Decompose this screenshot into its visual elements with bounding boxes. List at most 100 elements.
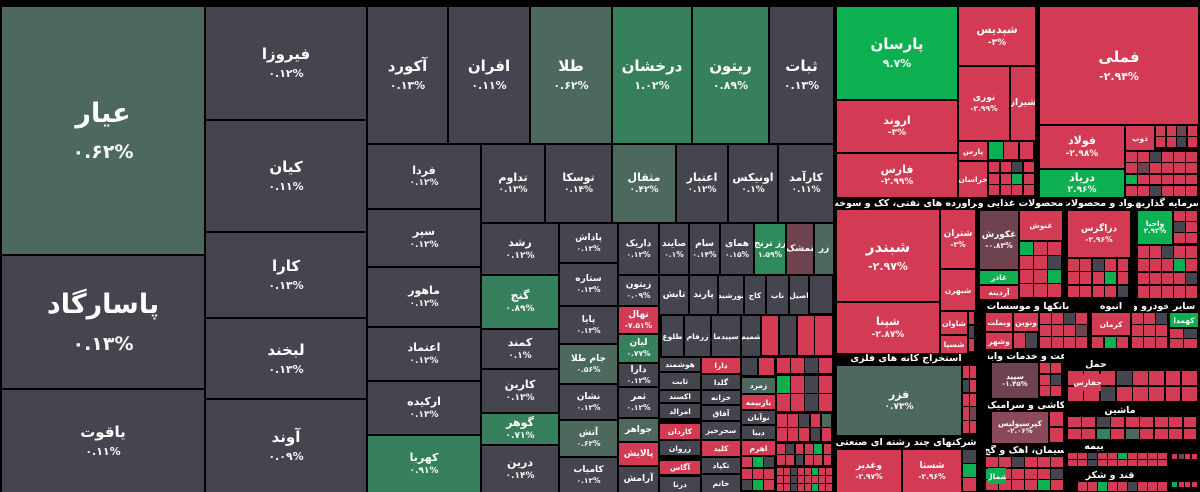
treemap-tile-small[interactable]	[1186, 272, 1197, 285]
treemap-tile-small[interactable]	[1118, 453, 1127, 459]
treemap-tile-small[interactable]	[1034, 270, 1047, 283]
treemap-tile-small[interactable]	[1038, 457, 1050, 468]
treemap-tile-small[interactable]	[1148, 453, 1157, 459]
treemap-tile[interactable]: دریاد ۲.۹۶%	[1040, 170, 1124, 197]
treemap-tile-small[interactable]	[1138, 246, 1149, 258]
treemap-tile-small[interactable]	[823, 444, 832, 454]
treemap-tile-small[interactable]	[777, 414, 787, 427]
treemap-tile-small[interactable]	[797, 316, 814, 355]
treemap-tile-small[interactable]	[791, 476, 797, 483]
treemap-tile-small[interactable]	[1117, 272, 1129, 285]
treemap-tile[interactable]: ونوین	[1014, 313, 1038, 331]
treemap-tile-small[interactable]	[1166, 137, 1176, 147]
treemap-tile-small[interactable]	[805, 468, 811, 475]
treemap-tile-small[interactable]	[758, 358, 774, 375]
treemap-tile[interactable]: شسپا	[941, 336, 967, 353]
treemap-tile[interactable]: فملی -۲.۹۴%	[1040, 7, 1198, 124]
treemap-tile-small[interactable]	[1080, 285, 1092, 298]
treemap-tile-small[interactable]	[1158, 453, 1167, 459]
treemap-tile-small[interactable]	[1149, 386, 1164, 401]
treemap-tile[interactable]: دیبا	[742, 426, 775, 439]
treemap-tile-small[interactable]	[742, 480, 752, 491]
treemap-tile-small[interactable]	[1140, 428, 1154, 439]
treemap-tile-small[interactable]	[1132, 313, 1143, 324]
treemap-tile-small[interactable]	[1025, 468, 1037, 479]
treemap-tile-small[interactable]	[1023, 162, 1034, 173]
treemap-tile-small[interactable]	[1138, 152, 1149, 162]
treemap-tile-small[interactable]	[1162, 246, 1173, 258]
treemap-tile-small[interactable]	[1034, 242, 1047, 255]
treemap-tile-small[interactable]	[1178, 454, 1184, 459]
treemap-tile-small[interactable]	[819, 358, 832, 373]
treemap-tile-small[interactable]	[1050, 412, 1063, 426]
treemap-tile[interactable]: سپیدما	[712, 316, 740, 356]
treemap-tile-small[interactable]	[970, 407, 976, 420]
treemap-tile-small[interactable]	[1181, 371, 1197, 385]
treemap-tile-small[interactable]	[1156, 313, 1167, 324]
treemap-tile-small[interactable]	[1133, 371, 1148, 385]
treemap-tile-small[interactable]	[795, 455, 804, 465]
treemap-tile-small[interactable]	[1064, 313, 1075, 324]
treemap-tile-small[interactable]	[1126, 174, 1137, 185]
treemap-tile-small[interactable]	[1165, 386, 1181, 401]
treemap-tile-small[interactable]	[1000, 162, 1011, 173]
treemap-tile-small[interactable]	[1174, 152, 1185, 162]
treemap-tile[interactable]: غنوش	[1020, 211, 1062, 240]
treemap-tile-small[interactable]	[1048, 284, 1061, 297]
treemap-tile-small[interactable]	[777, 455, 785, 465]
treemap-tile-small[interactable]	[1138, 174, 1149, 185]
treemap-tile[interactable]: رشد ۰.۱۲%	[482, 224, 558, 274]
treemap-tile[interactable]: پایا ۰.۱۳%	[560, 307, 617, 343]
treemap-tile[interactable]: کلید	[702, 441, 740, 456]
treemap-tile-small[interactable]	[786, 455, 795, 465]
treemap-tile[interactable]: اونیکس ۰.۱%	[729, 145, 777, 222]
treemap-tile[interactable]: ناب	[767, 276, 788, 314]
treemap-tile-small[interactable]	[805, 376, 818, 393]
treemap-tile-small[interactable]	[1170, 329, 1183, 338]
treemap-tile[interactable]: نهال -۷.۵۱%	[619, 307, 658, 333]
treemap-tile-small[interactable]	[814, 455, 823, 465]
treemap-tile-small[interactable]	[1020, 284, 1033, 297]
treemap-tile-small[interactable]	[1138, 185, 1149, 196]
treemap-tile-small[interactable]	[819, 394, 832, 411]
treemap-tile-small[interactable]	[799, 414, 810, 427]
treemap-tile[interactable]: کهمدا	[1170, 313, 1198, 327]
treemap-tile[interactable]: وغدیر -۲.۹۷%	[837, 450, 901, 492]
treemap-tile[interactable]: طلا ۰.۶۲%	[531, 7, 611, 143]
treemap-tile[interactable]: رز ترنج ۱.۵۹%	[755, 224, 785, 274]
treemap-tile[interactable]: ثابت	[660, 373, 700, 389]
treemap-tile-small[interactable]	[969, 325, 974, 338]
treemap-tile-small[interactable]	[1111, 417, 1125, 427]
treemap-tile-small[interactable]	[1050, 427, 1063, 442]
treemap-tile-small[interactable]	[1117, 285, 1129, 298]
treemap-tile-small[interactable]	[1040, 363, 1050, 374]
treemap-tile[interactable]: زروان	[660, 441, 700, 455]
treemap-tile[interactable]: پارند	[690, 276, 717, 314]
treemap-tile-small[interactable]	[963, 379, 969, 393]
treemap-tile[interactable]: پارسان ۹.۷%	[837, 7, 957, 99]
treemap-tile-small[interactable]	[1174, 246, 1185, 258]
treemap-tile[interactable]: آتش ۰.۶۲%	[560, 421, 617, 456]
treemap-tile-small[interactable]	[1051, 457, 1063, 468]
treemap-tile-small[interactable]	[791, 358, 804, 373]
treemap-tile-small[interactable]	[1138, 482, 1147, 491]
treemap-tile-small[interactable]	[1187, 137, 1197, 147]
treemap-tile-small[interactable]	[1117, 259, 1129, 271]
treemap-tile-small[interactable]	[1100, 386, 1116, 401]
treemap-tile-small[interactable]	[742, 468, 752, 479]
treemap-tile-small[interactable]	[1156, 337, 1167, 348]
treemap-tile-small[interactable]	[819, 468, 825, 475]
treemap-tile-small[interactable]	[742, 457, 752, 468]
treemap-tile-small[interactable]	[970, 366, 976, 379]
treemap-tile-small[interactable]	[742, 358, 757, 375]
treemap-tile[interactable]: زمرد	[742, 378, 775, 393]
treemap-tile-small[interactable]	[1116, 371, 1132, 385]
treemap-tile[interactable]: لبخند ۰.۱۳%	[206, 319, 366, 398]
treemap-tile-small[interactable]	[1186, 163, 1197, 173]
treemap-tile-small[interactable]	[819, 376, 832, 393]
treemap-tile-small[interactable]	[1108, 453, 1117, 459]
treemap-tile-small[interactable]	[1012, 162, 1022, 173]
treemap-tile[interactable]: فولاد -۲.۹۸%	[1040, 126, 1124, 168]
treemap-tile[interactable]: لیان ۰.۷۷%	[619, 335, 658, 362]
treemap-tile-small[interactable]	[1186, 185, 1197, 196]
